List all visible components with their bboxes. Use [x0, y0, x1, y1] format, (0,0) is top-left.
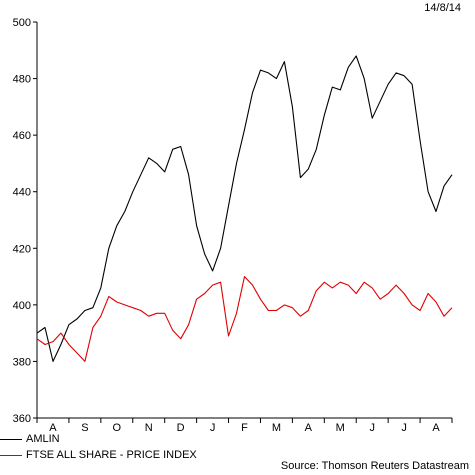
x-tick-label: N	[145, 422, 153, 434]
legend-label-ftse: FTSE ALL SHARE - PRICE INDEX	[26, 449, 197, 461]
y-tick-label: 460	[13, 130, 31, 142]
x-tick-label: S	[81, 422, 88, 434]
chart-date-label: 14/8/14	[424, 2, 461, 14]
x-tick-label: A	[432, 422, 440, 434]
plot-area	[36, 22, 452, 419]
y-tick-label: 440	[13, 187, 31, 199]
legend-swatch-amlin	[0, 438, 22, 440]
legend-label-amlin: AMLIN	[26, 433, 60, 445]
x-tick-label: A	[49, 422, 57, 434]
x-tick-label: O	[113, 422, 122, 434]
series-line-ftse-all-share	[36, 276, 453, 362]
x-tick-label: A	[305, 422, 313, 434]
series-layer	[36, 55, 453, 362]
x-tick-label: M	[336, 422, 345, 434]
y-tick-label: 500	[13, 17, 31, 29]
legend-item-amlin: AMLIN	[0, 432, 60, 446]
x-tick-label: D	[177, 422, 185, 434]
x-tick-label: M	[272, 422, 281, 434]
x-tick-label: J	[369, 422, 375, 434]
x-tick-label: J	[210, 422, 216, 434]
source-note: Source: Thomson Reuters Datastream	[280, 460, 469, 472]
y-tick-label: 400	[13, 300, 31, 312]
legend-item-ftse: FTSE ALL SHARE - PRICE INDEX	[0, 448, 197, 462]
y-tick-label: 360	[13, 413, 31, 425]
legend-swatch-ftse	[0, 454, 22, 456]
y-axis: 360 380 400 420 440 460 480 500	[13, 17, 37, 425]
x-tick-label: F	[241, 422, 248, 434]
x-tick-label: J	[401, 422, 407, 434]
y-tick-label: 480	[13, 74, 31, 86]
y-tick-label: 420	[13, 243, 31, 255]
series-line-amlin	[36, 55, 453, 362]
y-tick-label: 380	[13, 356, 31, 368]
